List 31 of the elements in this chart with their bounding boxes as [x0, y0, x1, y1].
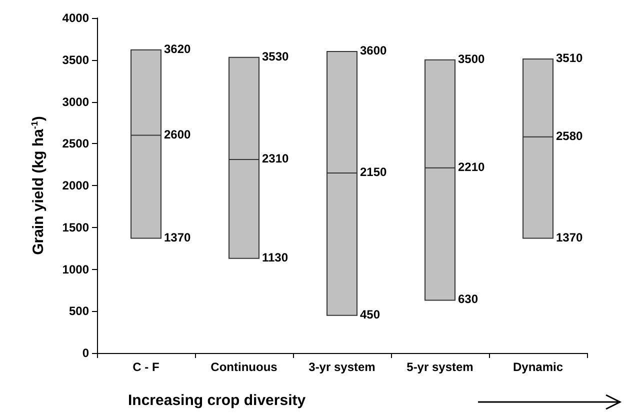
y-tick-label: 3000 — [62, 94, 90, 109]
y-tick-label: 2500 — [62, 136, 90, 151]
annotation: 3500 — [458, 52, 486, 66]
annotation: 2310 — [262, 152, 290, 166]
annotation: 2150 — [360, 164, 388, 179]
x-tick-label: 5-yr system — [406, 360, 474, 374]
x-tick-label: Dynamic — [512, 360, 564, 374]
annotation: 3620 — [164, 42, 192, 56]
x-tick-label: Continuous — [210, 360, 278, 374]
annotation: 3600 — [360, 44, 388, 58]
annotation: 2580 — [556, 128, 584, 143]
annotation: 450 — [360, 307, 380, 322]
annotation: 1130 — [262, 250, 288, 264]
y-tick-label: 3500 — [62, 52, 90, 67]
annotation: 3530 — [262, 49, 290, 64]
y-tick-label: 4000 — [62, 11, 90, 25]
y-tick-label: 500 — [68, 304, 90, 318]
annotation: 1370 — [164, 230, 192, 244]
annotation: 630 — [458, 292, 478, 306]
y-tick-label: 1500 — [62, 220, 90, 234]
y-axis-title: Grain yield (kg ha-1) — [30, 116, 47, 255]
x-axis-title: Increasing crop diversity — [128, 392, 306, 409]
y-tick-label: 2000 — [62, 178, 90, 192]
y-tick-label: 1000 — [62, 262, 90, 276]
annotation: 3510 — [556, 51, 584, 66]
annotation: 2600 — [164, 127, 192, 142]
annotation: 1370 — [556, 230, 584, 244]
x-tick-label: C - F — [132, 360, 160, 374]
y-tick-label: 0 — [82, 346, 90, 360]
annotation: 2210 — [458, 160, 486, 174]
x-tick-label: 3-yr system — [308, 360, 376, 374]
